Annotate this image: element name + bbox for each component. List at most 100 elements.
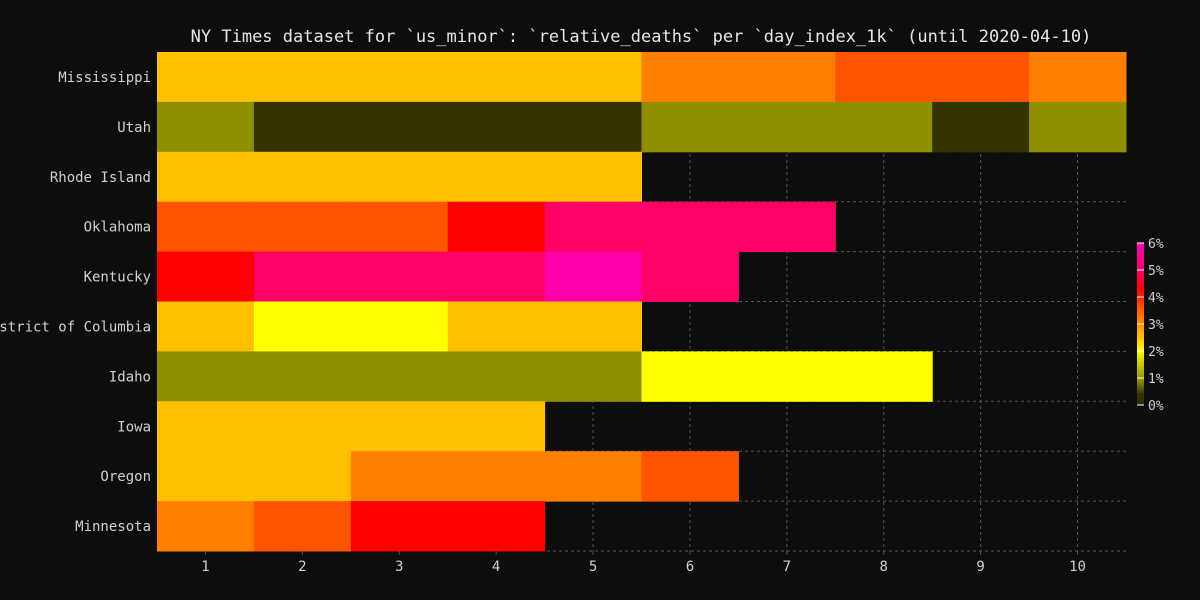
heatmap-cell	[253, 451, 352, 502]
colorbar-segment	[1137, 343, 1144, 346]
colorbar-segment	[1137, 247, 1144, 250]
colorbar-segment	[1137, 295, 1144, 298]
colorbar-tick-label: 4%	[1148, 291, 1164, 306]
colorbar-segment	[1137, 287, 1144, 290]
colorbar-tick-label: 0%	[1148, 399, 1164, 414]
y-axis-tick-labels: Mississippi Utah Rhode Island Oklahoma Kentu…	[0, 70, 151, 535]
colorbar-segment	[1137, 359, 1144, 362]
heatmap-cell	[253, 201, 352, 253]
colorbar-segment	[1137, 315, 1144, 318]
colorbar-segment	[1137, 389, 1144, 392]
colorbar-segment	[1137, 351, 1144, 354]
colorbar-segment	[1137, 313, 1144, 316]
heatmap-cell	[157, 401, 255, 452]
heatmap-cells	[157, 52, 1127, 552]
colorbar-segment	[1137, 305, 1144, 308]
colorbar: 0% 1% 2% 3% 4% 5% 6%	[1137, 237, 1164, 414]
colorbar-segment	[1137, 403, 1144, 406]
heatmap-cell	[738, 351, 836, 402]
chart-title: NY Times dataset for `us_minor`: `relati…	[191, 27, 1092, 47]
colorbar-segment	[1137, 261, 1144, 264]
colorbar-segment	[1137, 299, 1144, 302]
heatmap-cell	[350, 201, 449, 253]
colorbar-segment	[1137, 393, 1144, 396]
heatmap-cell	[157, 351, 255, 402]
heatmap-cell	[350, 301, 449, 352]
colorbar-segment	[1137, 341, 1144, 344]
heatmap-cell	[157, 251, 255, 302]
colorbar-segment	[1137, 337, 1144, 340]
colorbar-segment	[1137, 275, 1144, 278]
colorbar-segment	[1137, 365, 1144, 368]
heatmap-cell	[447, 201, 546, 253]
colorbar-segment	[1137, 303, 1144, 306]
colorbar-segment	[1137, 249, 1144, 252]
heatmap-cell	[738, 52, 836, 103]
colorbar-segment	[1137, 327, 1144, 330]
y-tick-label: Kentucky	[84, 270, 151, 286]
y-tick-label: Mississippi	[58, 70, 151, 86]
colorbar-segment	[1137, 333, 1144, 336]
y-tick-label: Oregon	[100, 469, 151, 485]
y-tick-label: Iowa	[117, 419, 151, 435]
heatmap-cell	[641, 251, 739, 302]
heatmap-cell	[835, 351, 933, 402]
colorbar-segment	[1137, 401, 1144, 404]
heatmap-cell	[447, 501, 546, 552]
heatmap-cell	[835, 101, 933, 153]
x-tick-label: 1	[201, 559, 209, 575]
y-tick-label: Rhode Island	[50, 170, 151, 186]
y-tick-label: Oklahoma	[84, 220, 151, 236]
colorbar-segment	[1137, 335, 1144, 338]
colorbar-segment	[1137, 311, 1144, 314]
x-tick-label: 8	[880, 559, 888, 575]
colorbar-segment	[1137, 285, 1144, 288]
heatmap-cell	[157, 301, 255, 352]
colorbar-segment	[1137, 255, 1144, 258]
heatmap-cell	[544, 151, 642, 203]
colorbar-segment	[1137, 243, 1144, 246]
x-tick-label: 7	[783, 559, 791, 575]
colorbar-segment	[1137, 259, 1144, 262]
colorbar-segment	[1137, 385, 1144, 388]
x-tick-label: 3	[395, 559, 403, 575]
colorbar-segment	[1137, 265, 1144, 268]
colorbar-segment	[1137, 319, 1144, 322]
heatmap-cell	[157, 101, 255, 153]
colorbar-tick-label: 3%	[1148, 318, 1164, 333]
heatmap-cell	[253, 251, 352, 302]
colorbar-segment	[1137, 271, 1144, 274]
heatmap-cell	[253, 52, 352, 103]
heatmap-cell	[1029, 52, 1127, 103]
colorbar-segment	[1137, 369, 1144, 372]
colorbar-segment	[1137, 347, 1144, 350]
heatmap-cell	[641, 451, 739, 502]
heatmap-cell	[641, 351, 739, 402]
heatmap-cell	[932, 52, 1030, 103]
colorbar-segment	[1137, 301, 1144, 304]
colorbar-segment	[1137, 329, 1144, 332]
y-tick-label: Minnesota	[75, 519, 151, 535]
heatmap-cell	[544, 451, 642, 502]
colorbar-tick-label: 1%	[1148, 372, 1164, 387]
colorbar-segment	[1137, 277, 1144, 280]
colorbar-segment	[1137, 379, 1144, 382]
heatmap-cell	[350, 401, 449, 452]
heatmap-cell	[253, 401, 352, 452]
colorbar-segment	[1137, 293, 1144, 296]
colorbar-segment	[1137, 263, 1144, 266]
heatmap-cell	[350, 351, 449, 402]
y-tick-label: Idaho	[109, 369, 151, 385]
colorbar-segment	[1137, 399, 1144, 402]
heatmap-cell	[447, 451, 546, 502]
colorbar-tick-label: 5%	[1148, 264, 1164, 279]
colorbar-segment	[1137, 245, 1144, 248]
heatmap-cell	[447, 401, 546, 452]
heatmap-cell	[641, 101, 739, 153]
heatmap-cell	[253, 351, 352, 402]
heatmap-cell	[447, 251, 546, 302]
colorbar-tick-label: 6%	[1148, 237, 1164, 252]
heatmap-cell	[253, 301, 352, 352]
colorbar-segment	[1137, 281, 1144, 284]
x-tick-label: 6	[686, 559, 694, 575]
